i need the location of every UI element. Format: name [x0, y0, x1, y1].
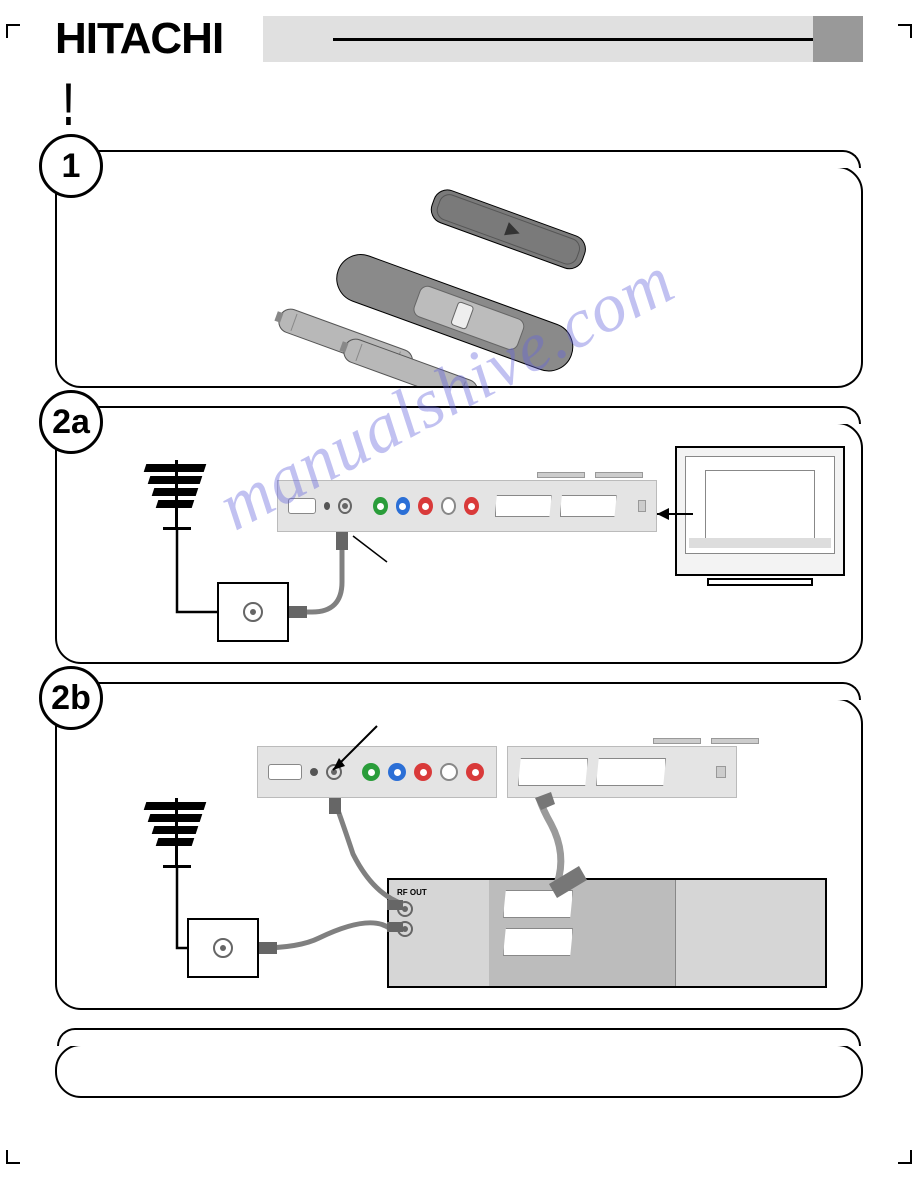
panel-header-arc — [57, 150, 861, 168]
step-panel-2b: 2b — [55, 698, 863, 1010]
panel-header-arc — [57, 1028, 861, 1046]
crop-mark — [898, 24, 912, 38]
crop-mark — [898, 1150, 912, 1164]
crop-mark — [6, 1150, 20, 1164]
title-underline — [333, 38, 813, 41]
title-bar — [263, 16, 863, 62]
header-row: HITACHI — [55, 14, 863, 64]
step-badge-1: 1 — [39, 134, 103, 198]
panel-header-arc — [57, 682, 861, 700]
step-badge-2b: 2b — [39, 666, 103, 730]
page-content: HITACHI ! 1 — [55, 14, 863, 1158]
antenna-direct-diagram — [57, 432, 861, 662]
brand-logo: HITACHI — [55, 14, 223, 64]
remote-batteries-diagram — [57, 176, 861, 391]
warning-icon: ! — [63, 78, 503, 132]
step-panel-2a: 2a — [55, 422, 863, 664]
antenna-settop-diagram: RF OUT — [57, 708, 861, 1008]
footer-panel — [55, 1044, 863, 1098]
crop-mark — [6, 24, 20, 38]
panel-header-arc — [57, 406, 861, 424]
title-bar-cap — [813, 16, 863, 62]
step-panel-1: 1 — [55, 166, 863, 388]
step-badge-2a: 2a — [39, 390, 103, 454]
